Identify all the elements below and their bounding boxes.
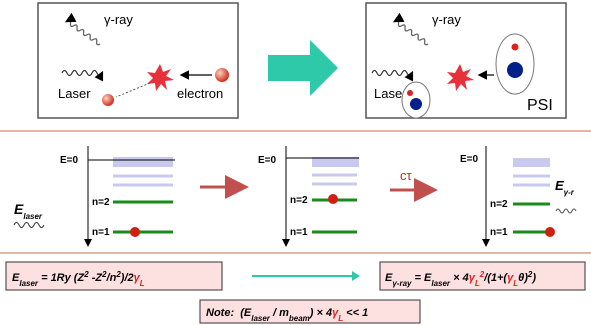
result-arrowhead [352,271,360,281]
excited-electron [407,90,413,96]
gamma-wave [556,209,576,213]
n1-label: n=1 [92,227,110,238]
part: / m [270,307,289,319]
part: = 1Ry (Z [38,272,85,284]
continuum [113,157,173,167]
electron-state [545,227,555,237]
part: laser [251,314,271,323]
zero-label: E=0 [460,154,479,165]
part: /(1+( [483,272,508,284]
part: × 4 [450,272,469,284]
part: ) × 4 [309,307,332,319]
part: laser [19,279,39,288]
subscript: laser [23,212,43,221]
psi-nucleus [507,62,523,78]
diagram: γ-ray Laser electron γ-ray Laser PSI E=0 [0,0,591,325]
part: )/2 [120,272,134,284]
zero-label: E=0 [60,155,79,166]
laser-wave [14,223,44,228]
n1-label: n=1 [290,227,308,238]
level-diagram: E=0 n=2 n=1 Elaser [14,146,175,245]
part: θ) [518,272,528,284]
part: /n [106,272,117,284]
subscript: γ-r [564,188,575,197]
n2-label: n=2 [490,199,508,210]
n2-label: n=2 [92,197,110,208]
electron [215,68,229,82]
part: γ-ray [392,279,412,288]
laser-label: Laser [58,86,91,101]
electron-state [328,194,338,204]
n2-label: n=2 [290,195,308,206]
part: laser [431,279,451,288]
part: ) [531,272,536,284]
electron-state [130,227,140,237]
level-diagram: E=0 n=2 n=1 [258,146,359,245]
part: = E [411,272,432,284]
laser-energy: Elaser [14,201,43,221]
process-arrow [268,40,338,96]
gamma-energy: Eγ-r [555,178,575,197]
excited-nucleus [410,98,422,110]
n1-label: n=1 [490,227,508,238]
part: L [140,279,145,288]
part: beam [289,314,310,323]
part: Note: (E [206,307,252,319]
psi-label: PSI [527,97,553,114]
decay-label: cτ [400,168,413,183]
level-diagram: E=0 n=2 n=1 Eγ-r [460,146,576,245]
gamma-label: γ-ray [104,12,133,27]
electron-label: electron [177,86,223,101]
part: << 1 [343,307,368,319]
continuum [513,158,550,167]
part: L [475,279,480,288]
psi-electron [512,44,519,51]
symbol: E [555,178,564,193]
gamma-label: γ-ray [432,12,461,27]
scattering-panel-psi: γ-ray Laser PSI [366,3,566,118]
scattering-panel-electron: γ-ray Laser electron [38,3,238,118]
zero-label: E=0 [258,155,277,166]
scattered-electron [102,94,114,106]
